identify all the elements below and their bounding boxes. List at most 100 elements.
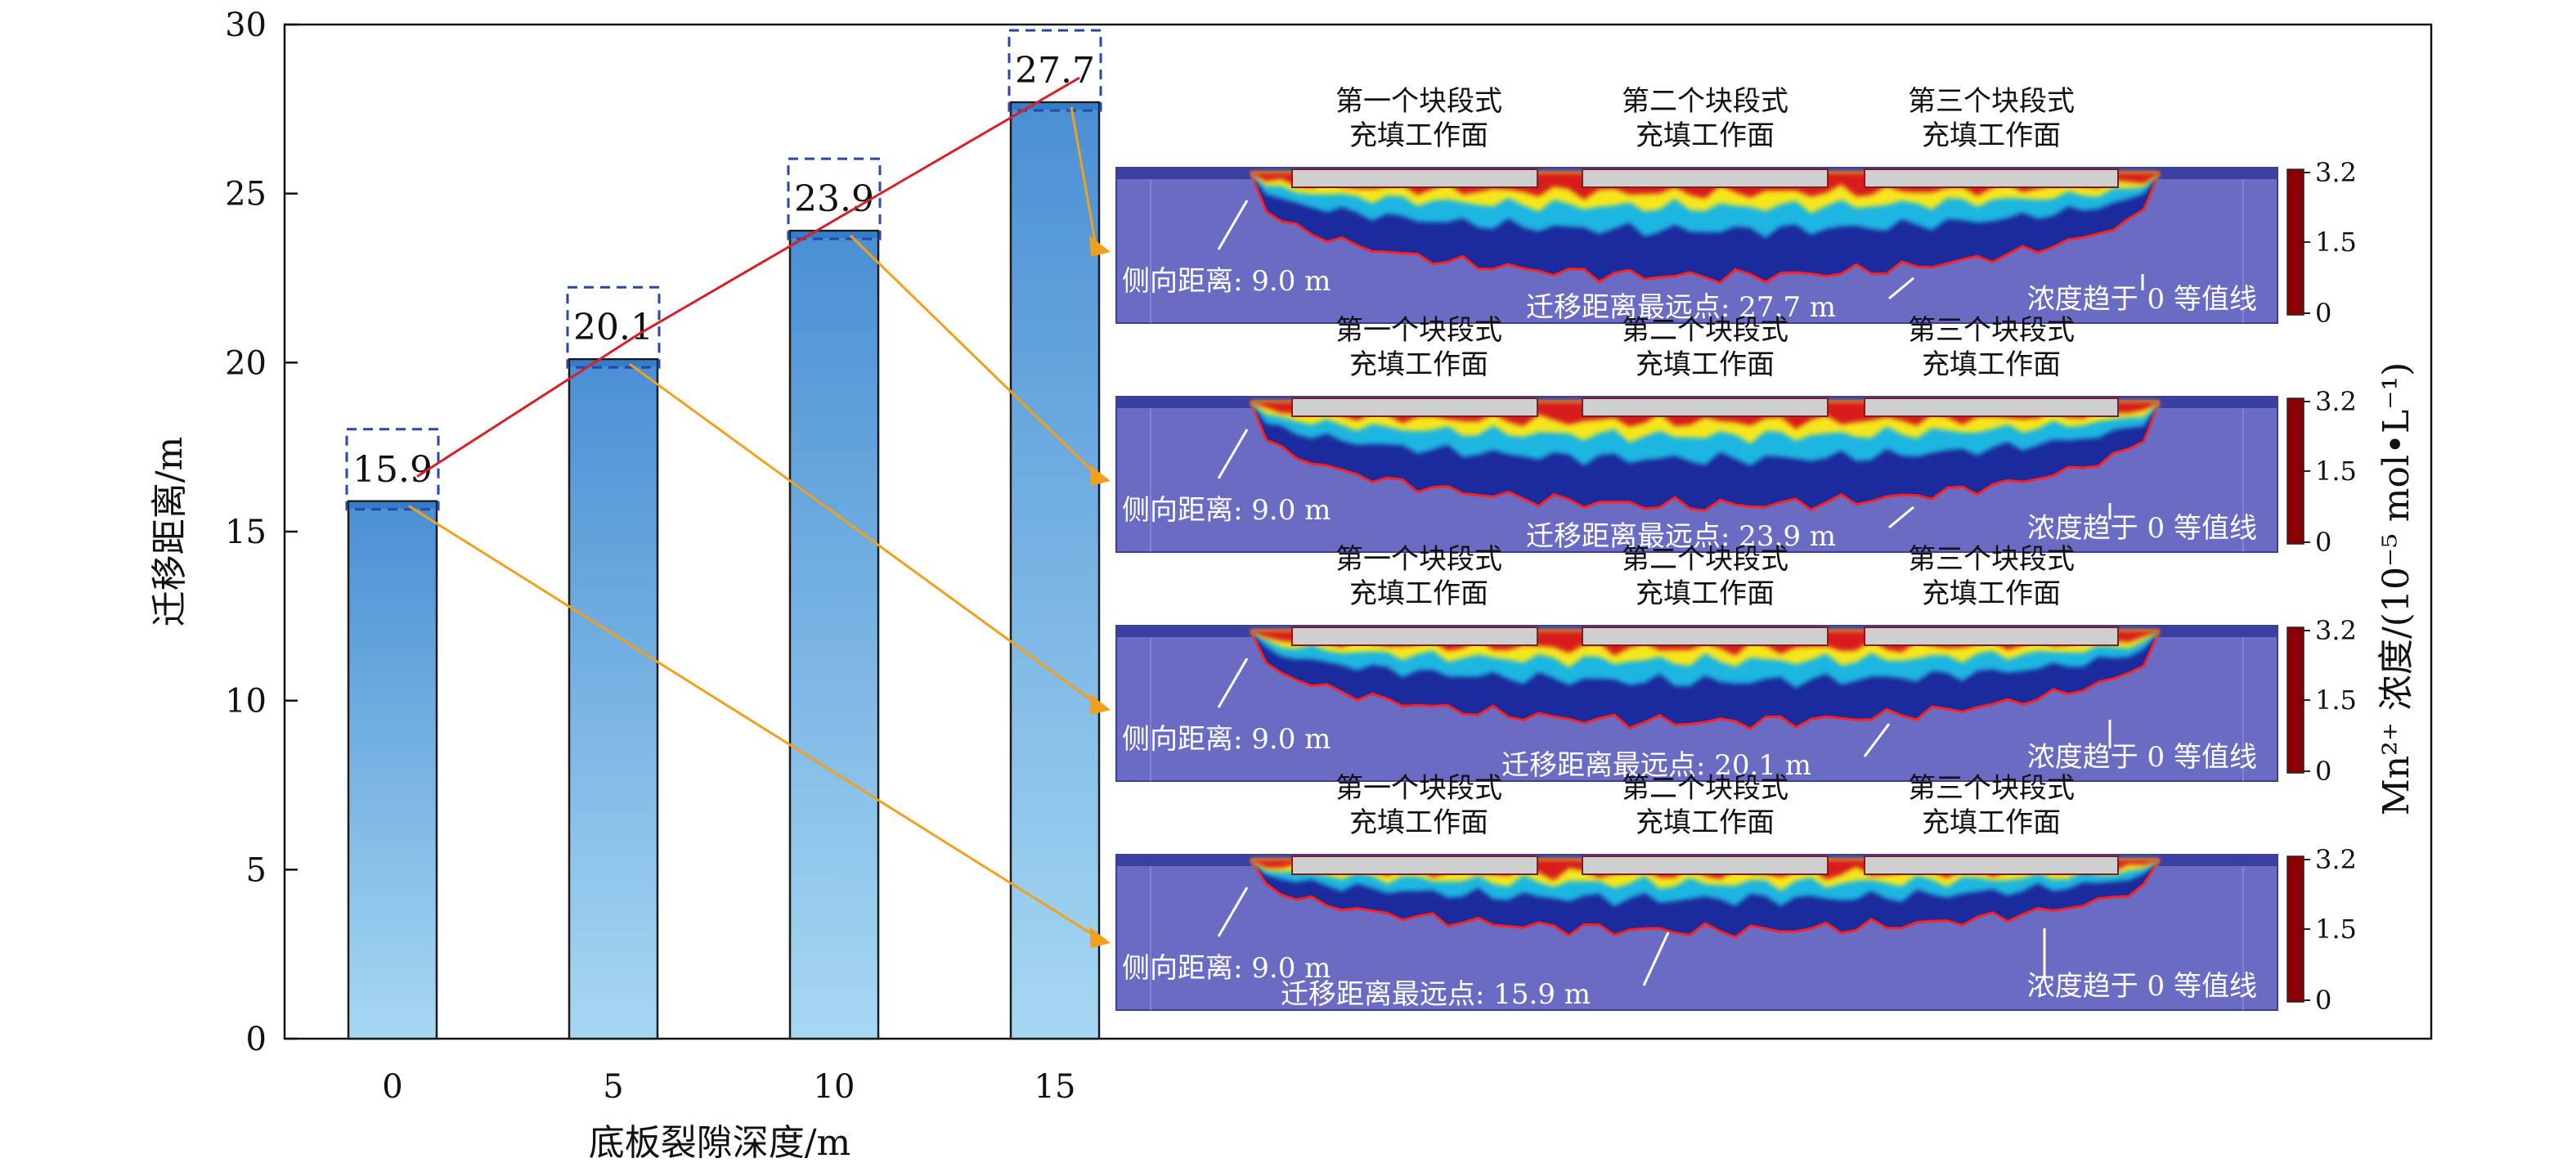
working-face-label: 第三个块段式: [1908, 543, 2075, 576]
working-face-label: 第二个块段式: [1622, 85, 1788, 118]
working-face-label: 充填工作面: [1922, 806, 2061, 839]
bar: [788, 229, 880, 1040]
working-face-label: 第三个块段式: [1908, 314, 2075, 347]
bar: [347, 500, 438, 1040]
bar-series: 15.9 20.1 23.9 27.7: [345, 29, 1102, 1040]
working-face: [1582, 168, 1829, 188]
farthest-point-pointer: [1888, 276, 1914, 300]
working-face: [1864, 855, 2119, 875]
farthest-point-label: 迁移距离最远点: 27.7 m: [1526, 291, 1836, 324]
working-face-label: 第三个块段式: [1908, 772, 2075, 805]
colorbar-tick-label: 1.5: [2315, 227, 2357, 258]
lateral-distance-label: 侧向距离: 9.0 m: [1122, 723, 1331, 756]
colorbar-gradient: [2287, 397, 2304, 545]
lateral-pointer: [1217, 887, 1249, 937]
colorbar-tick-label: 3.2: [2315, 615, 2357, 646]
colorbar-tick-label: 0: [2315, 985, 2331, 1016]
lateral-distance-label: 侧向距离: 9.0 m: [1122, 494, 1331, 527]
working-face: [1582, 855, 1829, 875]
value-label-box: [566, 285, 661, 369]
lateral-distance-label: 侧向距离: 9.0 m: [1122, 265, 1331, 298]
contour-label: 浓度趋于 0 等值线: [2027, 741, 2257, 774]
contour-label: 浓度趋于 0 等值线: [2027, 283, 2257, 316]
working-face-label: 第一个块段式: [1335, 772, 1502, 805]
bar-top-edge: [571, 360, 656, 367]
bar-value-label: 23.9: [794, 178, 874, 220]
working-face: [1582, 397, 1829, 417]
colorbar-tick-label: 1.5: [2315, 685, 2357, 716]
bar: [1009, 101, 1101, 1040]
callout-line: [629, 362, 1097, 705]
farthest-point-pointer: [1642, 932, 1670, 986]
working-face: [1582, 626, 1829, 646]
x-tick-label: 15: [1034, 1068, 1076, 1106]
working-face-label: 充填工作面: [1636, 119, 1775, 152]
colorbar-gradient: [2287, 855, 2304, 1003]
bar-value-label: 15.9: [352, 449, 433, 491]
colorbar-tick-label: 0: [2315, 527, 2331, 558]
callout-arrowhead: [1089, 927, 1111, 948]
trend-line: [416, 76, 1080, 478]
y-axis-title: 迁移距离/m: [149, 437, 191, 627]
trend-polyline: [416, 76, 1080, 478]
colorbar-tick-label: 3.2: [2315, 157, 2357, 188]
callout-arrowhead: [1089, 236, 1111, 257]
colorbar-tick-label: 1.5: [2315, 914, 2357, 945]
farthest-point-label: 迁移距离最远点: 23.9 m: [1526, 520, 1836, 553]
colorbar: 3.2 1.5 0: [2287, 386, 2357, 558]
working-face-label: 第二个块段式: [1622, 543, 1788, 576]
working-face-label: 充填工作面: [1922, 348, 2061, 381]
working-face-label: 第一个块段式: [1335, 543, 1502, 576]
x-tick-label: 0: [382, 1068, 402, 1106]
x-tick-label: 10: [814, 1068, 855, 1106]
y-tick-label: 20: [225, 344, 267, 382]
value-label-box: [1008, 29, 1102, 112]
y-tick-label: 15: [225, 514, 267, 551]
working-face-label: 充填工作面: [1636, 577, 1775, 610]
x-axis-title: 底板裂隙深度/m: [589, 1122, 851, 1164]
farthest-point-label: 迁移距离最远点: 15.9 m: [1281, 978, 1591, 1011]
working-face: [1864, 397, 2119, 417]
working-face-label: 充填工作面: [1922, 119, 2061, 152]
working-face: [1291, 397, 1538, 417]
working-face: [1291, 168, 1538, 188]
callout-line: [849, 235, 1097, 476]
colorbar: 3.2 1.5 0: [2287, 844, 2357, 1016]
callout-line: [1070, 106, 1097, 246]
colorbar-gradient: [2287, 168, 2304, 316]
working-face: [1291, 626, 1538, 646]
working-face-label: 充填工作面: [1349, 119, 1488, 152]
y-tick-label: 0: [246, 1021, 267, 1058]
colorbar-gradient: [2287, 626, 2304, 774]
lateral-distance-label: 侧向距离: 9.0 m: [1122, 952, 1331, 985]
colorbars: 3.2 1.5 0 3.2 1.5 0 3.2 1.5 0 3.2 1.5 0: [2287, 157, 2357, 1016]
working-face-label: 第一个块段式: [1335, 85, 1502, 118]
y-axis-ticks: 0 5 10 15 20 25 30: [225, 7, 298, 1058]
bar-top-edge: [1012, 103, 1097, 110]
bar-top-edge: [792, 231, 877, 239]
working-face-label: 充填工作面: [1636, 806, 1775, 839]
colorbar-tick-label: 0: [2315, 298, 2331, 329]
lateral-pointer: [1217, 658, 1249, 708]
working-face-label: 第二个块段式: [1622, 772, 1788, 805]
colorbar: 3.2 1.5 0: [2287, 615, 2357, 787]
y-tick-label: 10: [225, 683, 267, 721]
lateral-pointer: [1217, 429, 1249, 479]
colorbar-tick-label: 3.2: [2315, 844, 2357, 875]
colorbar-title: Mn²⁺ 浓度/(10⁻⁵ mol•L⁻¹): [2376, 362, 2417, 816]
working-face-label: 充填工作面: [1349, 806, 1488, 839]
working-face-label: 充填工作面: [1922, 577, 2061, 610]
working-face: [1864, 626, 2119, 646]
lateral-pointer: [1217, 200, 1249, 250]
working-face-label: 第三个块段式: [1908, 85, 2075, 118]
bar-top-edge: [350, 501, 435, 509]
working-face-label: 充填工作面: [1349, 348, 1488, 381]
contour-label: 浓度趋于 0 等值线: [2027, 970, 2257, 1003]
working-face-label: 第一个块段式: [1335, 314, 1502, 347]
bar: [568, 357, 659, 1040]
callout-arrowhead: [1089, 465, 1111, 486]
